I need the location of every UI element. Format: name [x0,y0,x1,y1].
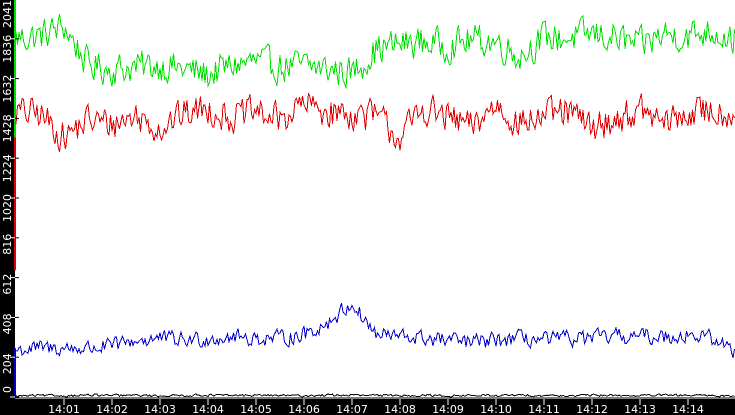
x-tick-label: 14:04 [192,403,224,415]
x-tick-label: 14:09 [432,403,464,415]
x-tick-label: 14:14 [672,403,704,415]
y-tick-label: 1836 [1,35,14,63]
y-tick-label: 612 [1,274,14,295]
x-tick-label: 14:07 [336,403,368,415]
y-tick-label: 1020 [1,194,14,222]
y-tick-label: 408 [1,313,14,334]
x-axis-band [0,399,735,415]
y-axis-band [0,0,15,415]
x-tick-label: 14:08 [384,403,416,415]
red-series-line [15,92,735,153]
y-tick-label: 204 [1,353,14,374]
x-tick-label: 14:12 [576,403,608,415]
y-tick-label: 1224 [1,154,14,182]
series-layer [15,14,735,398]
y-tick-label: 1632 [1,75,14,103]
blue-series-line [15,303,735,358]
y-tick-label: 0 [1,386,14,393]
green-series-line [15,14,735,89]
y-tick-label: 1428 [1,114,14,142]
x-axis: 14:01 14:02 14:03 14:04 14:05 14:06 14:07 14:08… [15,397,735,415]
x-tick-label: 14:05 [240,403,272,415]
x-tick-label: 14:01 [48,403,80,415]
x-tick-label: 14:11 [528,403,560,415]
left-strip-segment [14,137,16,271]
y-axis: 0 204 408 612 816 1020 1224 1428 1632 1836 2041 [1,0,19,398]
x-tick-label: 14:10 [480,403,512,415]
y-tick-label: 816 [1,234,14,255]
x-tick-label: 14:06 [288,403,320,415]
x-tick-label: 14:13 [624,403,656,415]
left-strip-segment [14,348,16,397]
x-tick-label: 14:03 [144,403,176,415]
x-tick-label: 14:02 [96,403,128,415]
y-tick-label: 2041 [1,0,14,28]
black-baseline-series-line [15,393,735,398]
